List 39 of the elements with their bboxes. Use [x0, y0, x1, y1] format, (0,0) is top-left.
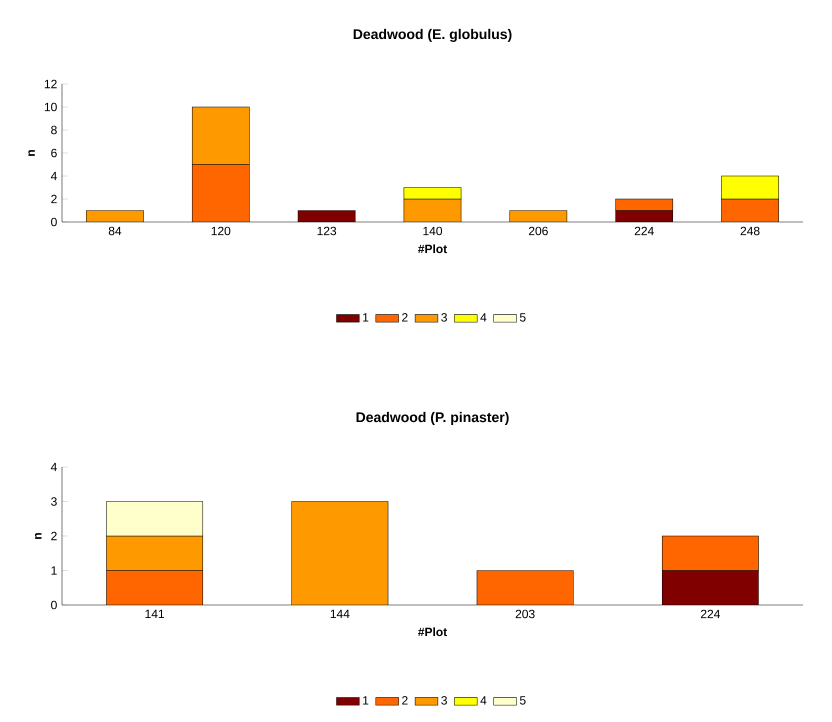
y-axis-title: n: [28, 150, 35, 156]
y-tick-label: 10: [44, 102, 57, 112]
x-tick-label: 84: [108, 226, 122, 236]
y-tick-label: 8: [51, 126, 57, 134]
y-tick-label: 6: [51, 148, 57, 158]
y-tick-label: 2: [51, 194, 57, 204]
x-tick-label: 224: [634, 226, 654, 236]
legend-label: 3: [441, 313, 447, 322]
y-tick-label: 3: [51, 497, 57, 506]
x-tick-label: 224: [700, 610, 720, 618]
x-tick-label: 144: [330, 610, 350, 618]
legend-label: 2: [402, 696, 408, 705]
legend-label: 1: [363, 313, 368, 322]
legend-label: 3: [441, 696, 447, 705]
chart-title: Deadwood (E. globulus): [354, 28, 512, 42]
legend-label: 1: [363, 696, 368, 704]
chart-title: Deadwood (P. pinaster): [356, 412, 509, 425]
y-tick-label: 4: [50, 172, 57, 180]
y-tick-label: 2: [51, 532, 57, 540]
x-tick-label: 248: [740, 226, 760, 236]
legend-label: 5: [520, 696, 526, 705]
x-tick-label: 141: [146, 610, 164, 618]
x-tick-label: 120: [212, 226, 230, 236]
x-axis-title: #Plot: [418, 244, 448, 254]
y-tick-label: 0: [51, 218, 57, 226]
y-tick-label: 4: [50, 462, 57, 472]
x-tick-label: 140: [423, 226, 442, 236]
y-tick-label: 12: [44, 80, 57, 88]
legend-label: 4: [480, 696, 486, 704]
legend-label: 4: [480, 313, 486, 322]
y-axis-title: n: [35, 533, 42, 539]
x-axis-title: #Plot: [418, 627, 448, 636]
legend-label: 5: [520, 313, 526, 322]
x-tick-label: 123: [318, 226, 336, 236]
legend-label: 2: [402, 313, 408, 322]
y-tick-label: 0: [51, 600, 57, 610]
y-tick-label: 1: [52, 566, 57, 575]
x-tick-label: 203: [516, 610, 535, 618]
x-tick-label: 206: [528, 226, 548, 236]
